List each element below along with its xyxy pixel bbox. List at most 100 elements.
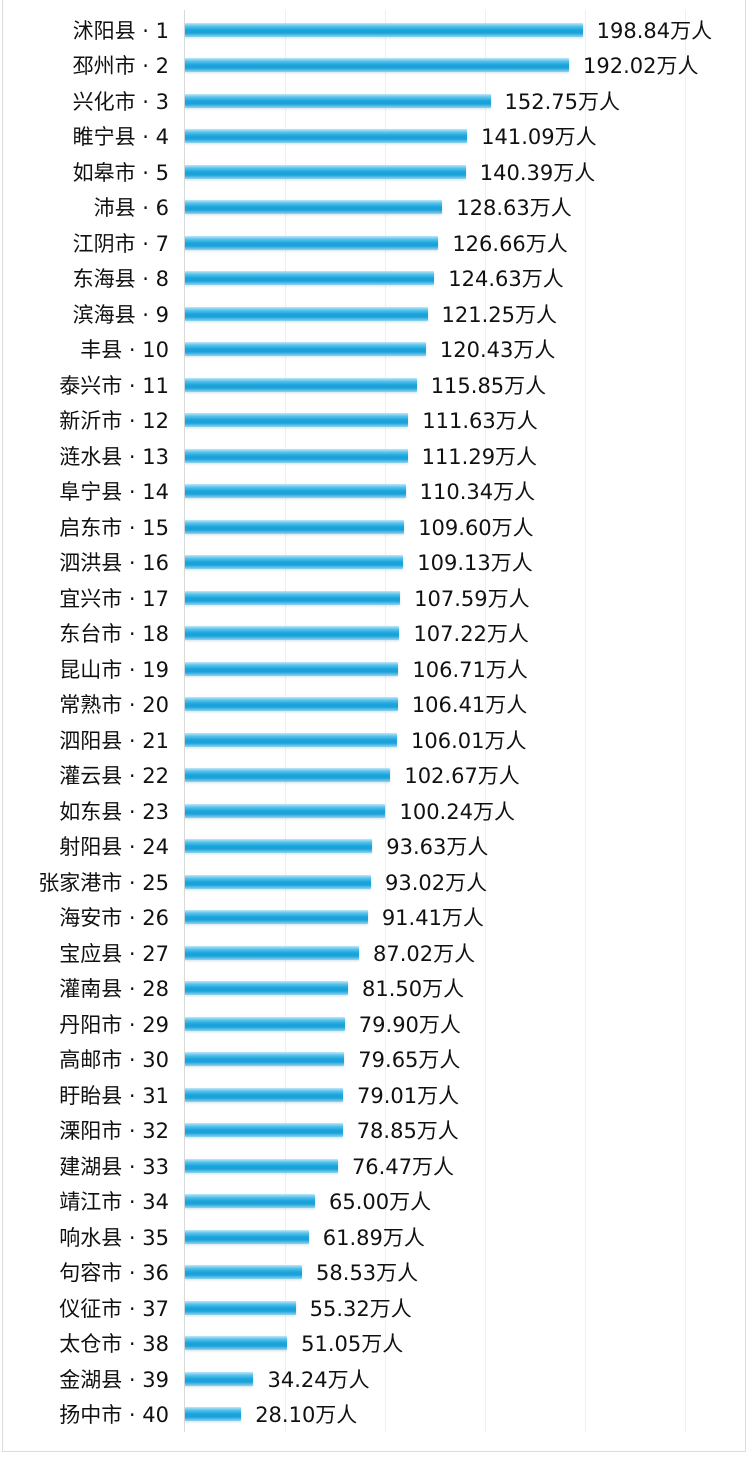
value-label: 109.60万人 — [418, 515, 534, 540]
category-label: 如皋市 · 5 — [72, 160, 169, 185]
bar-row: 东海县 · 8 124.63万人 — [0, 261, 750, 296]
value-label: 110.34万人 — [419, 480, 536, 504]
bar — [185, 590, 401, 605]
bar — [185, 519, 405, 534]
value-label: 34.24万人 — [267, 1367, 370, 1392]
category-label: 阜宁县 · 14 — [59, 480, 169, 504]
value-label: 198.84万人 — [596, 18, 713, 43]
category-label: 仪征市 · 37 — [59, 1296, 169, 1321]
category-label: 响水县 · 35 — [59, 1225, 169, 1250]
bar-row: 金湖县 · 39 34.24万人 — [0, 1361, 750, 1396]
value-label: 111.29万人 — [421, 444, 538, 469]
category-label: 昆山市 · 19 — [59, 657, 169, 682]
bar — [185, 1407, 242, 1421]
category-label: 海安市 · 26 — [59, 906, 169, 930]
category-label: 灌南县 · 28 — [59, 977, 169, 1001]
category-label: 沛县 · 6 — [93, 196, 169, 220]
value-label: 121.25万人 — [441, 302, 557, 327]
value-label: 120.43万人 — [439, 338, 556, 362]
bar-row: 太仓市 · 38 51.05万人 — [0, 1326, 750, 1361]
bar-row: 泗洪县 · 16 109.13万人 — [0, 545, 750, 580]
bar-row: 睢宁县 · 4 141.09万人 — [0, 119, 750, 154]
value-label: 126.66万人 — [452, 231, 568, 256]
category-label: 溧阳市 · 32 — [59, 1119, 169, 1143]
value-label: 28.10万人 — [255, 1403, 358, 1427]
bar-row: 射阳县 · 24 93.63万人 — [0, 829, 750, 864]
bar-row: 滨海县 · 9 121.25万人 — [0, 296, 750, 331]
value-label: 106.71万人 — [412, 657, 528, 682]
bar — [185, 164, 466, 179]
bar — [185, 1229, 309, 1244]
bar — [185, 484, 406, 498]
bar — [185, 661, 399, 676]
bar — [185, 732, 398, 747]
category-label: 江阴市 · 7 — [72, 231, 169, 256]
category-label: 泗阳县 · 21 — [59, 728, 169, 753]
value-label: 128.63万人 — [456, 196, 572, 220]
bar — [185, 1265, 303, 1279]
value-label: 107.59万人 — [414, 586, 530, 611]
bar — [185, 945, 360, 960]
bar-row: 泗阳县 · 21 106.01万人 — [0, 722, 750, 757]
value-label: 109.13万人 — [417, 551, 533, 575]
category-label: 滨海县 · 9 — [72, 302, 169, 327]
bar-row: 海安市 · 26 91.41万人 — [0, 900, 750, 935]
vertical-gridline — [485, 10, 486, 1432]
bar — [185, 768, 391, 782]
value-label: 79.90万人 — [358, 1012, 461, 1037]
bar-row: 阜宁县 · 14 110.34万人 — [0, 474, 750, 509]
value-label: 61.89万人 — [322, 1225, 425, 1250]
value-label: 106.41万人 — [411, 693, 528, 717]
bar-row: 泰兴市 · 11 115.85万人 — [0, 367, 750, 402]
category-label: 东海县 · 8 — [72, 267, 169, 291]
category-label: 启东市 · 15 — [59, 515, 169, 540]
bar-row: 溧阳市 · 32 78.85万人 — [0, 1113, 750, 1148]
bar — [185, 874, 372, 889]
bar-row: 扬中市 · 40 28.10万人 — [0, 1397, 750, 1432]
bar-row: 仪征市 · 37 55.32万人 — [0, 1290, 750, 1325]
category-label: 张家港市 · 25 — [38, 870, 169, 895]
bar-row: 常熟市 · 20 106.41万人 — [0, 687, 750, 722]
bar — [185, 910, 368, 924]
bar-row: 如东县 · 23 100.24万人 — [0, 793, 750, 828]
value-label: 124.63万人 — [448, 267, 564, 291]
value-label: 102.67万人 — [404, 764, 520, 788]
category-label: 兴化市 · 3 — [72, 89, 169, 114]
category-label: 太仓市 · 38 — [59, 1332, 169, 1356]
bar-row: 江阴市 · 7 126.66万人 — [0, 225, 750, 260]
bar-row: 启东市 · 15 109.60万人 — [0, 509, 750, 544]
vertical-gridline — [285, 10, 286, 1432]
category-label: 高邮市 · 30 — [59, 1048, 169, 1072]
bar-row: 建湖县 · 33 76.47万人 — [0, 1148, 750, 1183]
value-label: 79.01万人 — [357, 1083, 460, 1108]
bar-row: 邳州市 · 2 192.02万人 — [0, 48, 750, 83]
category-label: 如东县 · 23 — [59, 799, 169, 824]
bar-row: 沭阳县 · 1 198.84万人 — [0, 12, 750, 47]
value-label: 87.02万人 — [373, 941, 476, 966]
bar-row: 昆山市 · 19 106.71万人 — [0, 651, 750, 686]
value-label: 111.63万人 — [422, 409, 538, 433]
bar — [185, 377, 417, 392]
bar — [185, 22, 583, 37]
bar — [185, 555, 404, 569]
bar — [185, 1371, 254, 1386]
bar — [185, 1336, 288, 1350]
category-label: 靖江市 · 34 — [59, 1190, 169, 1214]
value-label: 140.39万人 — [479, 160, 596, 185]
bar-row: 灌云县 · 22 102.67万人 — [0, 758, 750, 793]
category-label: 邳州市 · 2 — [72, 54, 169, 78]
category-label: 新沂市 · 12 — [59, 409, 169, 433]
category-axis-line — [184, 10, 185, 1432]
bar — [185, 448, 408, 463]
bar — [185, 129, 468, 143]
category-label: 睢宁县 · 4 — [72, 125, 169, 149]
value-label: 55.32万人 — [309, 1296, 412, 1321]
bar — [185, 1087, 344, 1102]
vertical-gridline — [585, 10, 586, 1432]
category-label: 盱眙县 · 31 — [59, 1083, 169, 1108]
category-label: 宝应县 · 27 — [59, 941, 169, 966]
category-label: 丹阳市 · 29 — [59, 1012, 169, 1037]
value-label: 115.85万人 — [430, 373, 547, 398]
bar-row: 东台市 · 18 107.22万人 — [0, 616, 750, 651]
